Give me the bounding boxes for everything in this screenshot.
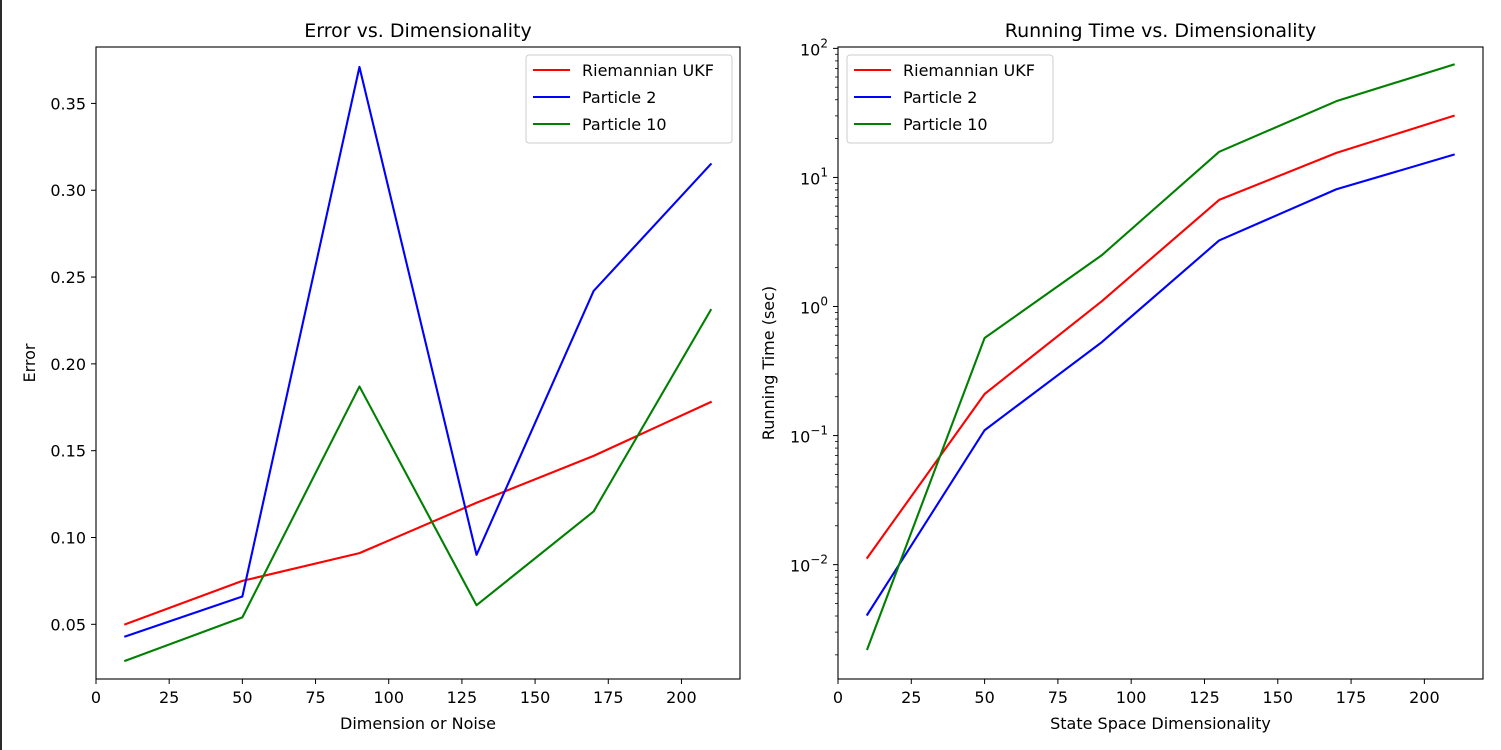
x-tick-label: 200 xyxy=(666,688,697,707)
legend-label: Particle 2 xyxy=(903,88,977,107)
x-tick-label: 75 xyxy=(305,688,325,707)
chart-title: Error vs. Dimensionality xyxy=(304,20,531,42)
y-tick-label: 101 xyxy=(800,165,828,188)
legend-label: Particle 10 xyxy=(903,115,988,134)
legend-label: Particle 2 xyxy=(582,88,656,107)
series-line-particle-2 xyxy=(123,65,713,638)
axes-frame xyxy=(95,46,741,680)
legend-label: Riemannian UKF xyxy=(903,61,1035,80)
x-tick-label: 100 xyxy=(1116,688,1147,707)
x-tick-label: 200 xyxy=(1409,688,1440,707)
chart-title: Running Time vs. Dimensionality xyxy=(1005,20,1317,42)
legend: Riemannian UKF Particle 2 Particle 10 xyxy=(525,54,733,144)
y-tick-label: 0.15 xyxy=(50,442,86,461)
series-line-particle-10 xyxy=(123,308,713,663)
error-chart-panel: Error vs. Dimensionality 0 25 50 75 100 125 150… xyxy=(20,20,741,733)
plot-area xyxy=(123,65,713,663)
series-line-riemannian-ukf xyxy=(865,114,1455,560)
x-tick-label: 50 xyxy=(974,688,994,707)
axes-frame xyxy=(837,46,1484,680)
y-axis-label: Running Time (sec) xyxy=(759,286,778,440)
legend-label: Riemannian UKF xyxy=(582,61,714,80)
series-line-particle-10 xyxy=(865,63,1455,651)
x-tick-label: 150 xyxy=(520,688,551,707)
x-axis-label: State Space Dimensionality xyxy=(1050,714,1271,733)
x-tick-label: 125 xyxy=(447,688,478,707)
y-tick-label: 102 xyxy=(800,36,828,59)
window-left-edge xyxy=(0,0,2,750)
x-axis-label: Dimension or Noise xyxy=(340,714,496,733)
x-tick-label: 175 xyxy=(593,688,624,707)
y-tick-label: 0.25 xyxy=(50,268,86,287)
y-tick-label: 0.05 xyxy=(50,615,86,634)
x-tick-label: 25 xyxy=(901,688,921,707)
legend: Riemannian UKF Particle 2 Particle 10 xyxy=(846,54,1054,144)
y-tick-label: 0.20 xyxy=(50,355,86,374)
plot-area xyxy=(865,63,1455,651)
y-tick-label: 0.35 xyxy=(50,94,86,113)
x-tick-label: 50 xyxy=(232,688,252,707)
series-line-particle-2 xyxy=(865,153,1455,617)
y-tick-label: 10−2 xyxy=(790,553,828,576)
x-tick-label: 75 xyxy=(1048,688,1068,707)
x-tick-label: 175 xyxy=(1336,688,1367,707)
y-tick-label: 0.10 xyxy=(50,528,86,547)
running-time-chart-panel: Running Time vs. Dimensionality 0 25 50 75 10… xyxy=(759,20,1484,733)
y-tick-label: 0.30 xyxy=(50,181,86,200)
x-tick-label: 125 xyxy=(1189,688,1220,707)
x-tick-label: 25 xyxy=(159,688,179,707)
legend-label: Particle 10 xyxy=(582,115,667,134)
y-tick-label: 10−1 xyxy=(790,424,828,447)
x-tick-label: 100 xyxy=(373,688,404,707)
y-axis-label: Error xyxy=(20,343,39,382)
series-line-riemannian-ukf xyxy=(123,400,713,626)
x-tick-label: 0 xyxy=(833,688,843,707)
y-tick-label: 100 xyxy=(800,295,828,318)
x-tick-label: 0 xyxy=(91,688,101,707)
x-tick-label: 150 xyxy=(1262,688,1293,707)
